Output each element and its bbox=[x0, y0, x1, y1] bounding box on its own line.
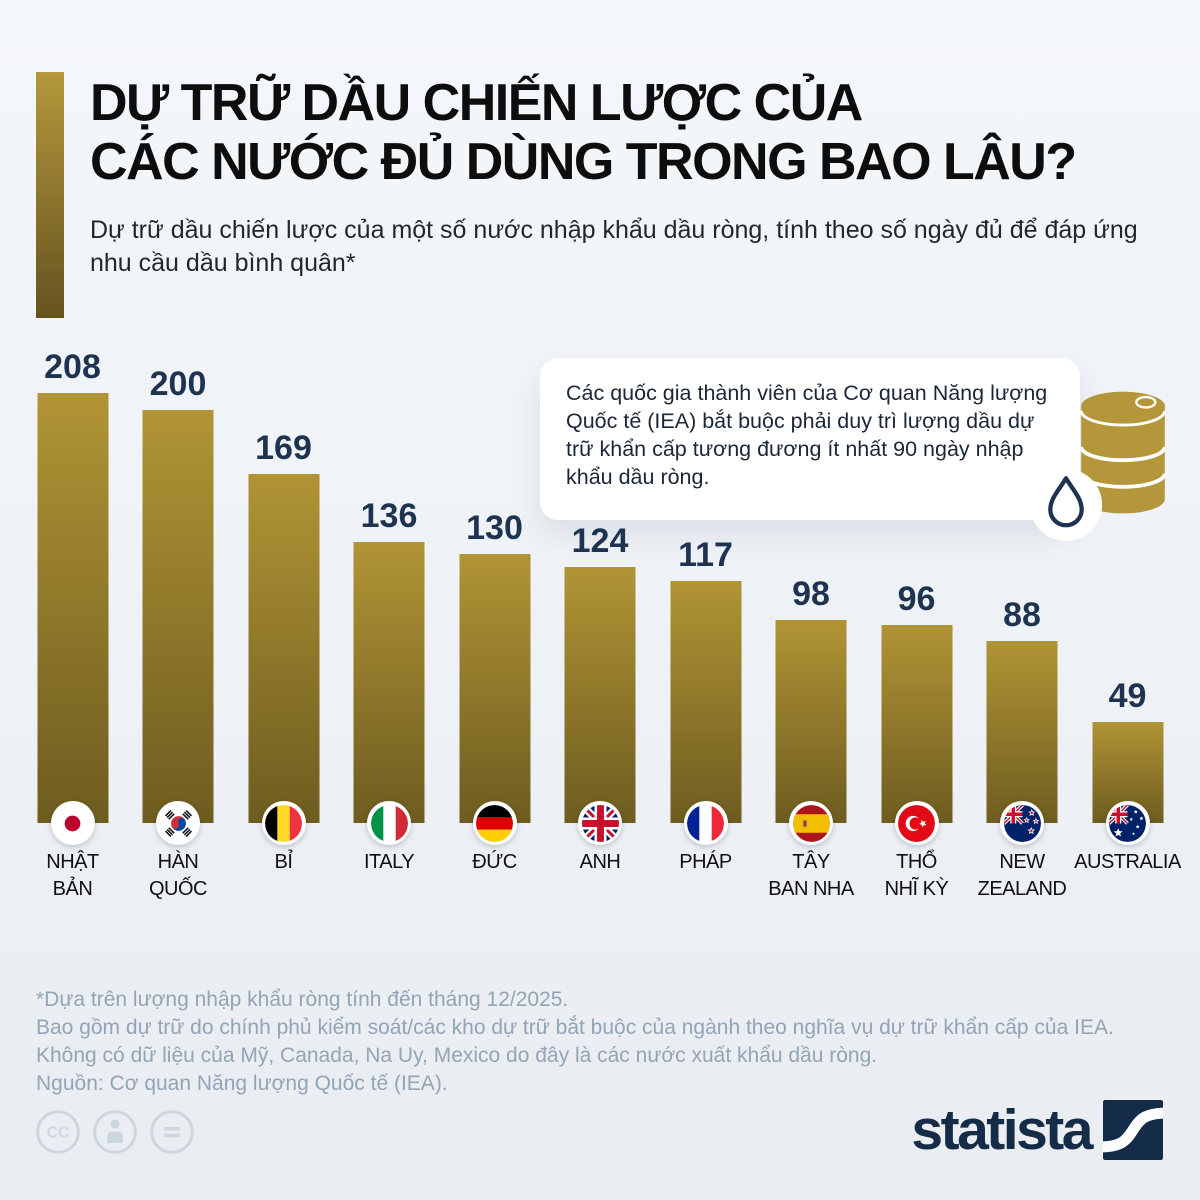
bar-country-label: HÀN QUỐC bbox=[149, 851, 208, 900]
bar-country-label: PHÁP bbox=[679, 851, 732, 873]
japan-flag-icon bbox=[50, 801, 95, 845]
cc-icon[interactable]: CC bbox=[34, 1108, 82, 1156]
title-accent-bar bbox=[36, 72, 64, 318]
bar-south-korea bbox=[142, 410, 214, 823]
bar-country-label: TÂY BAN NHA bbox=[768, 851, 854, 900]
footnote-1: *Dựa trên lượng nhập khẩu ròng tính đến … bbox=[36, 988, 569, 1011]
bar-column-spain: 98 TÂY BAN NHA bbox=[758, 360, 864, 900]
bar-germany bbox=[459, 554, 530, 823]
uk-flag-icon bbox=[578, 801, 622, 845]
svg-text:CC: CC bbox=[47, 1125, 70, 1142]
page-title: DỰ TRỮ DẦU CHIẾN LƯỢC CỦA CÁC NƯỚC ĐỦ DÙ… bbox=[90, 74, 1077, 192]
bar-value-label: 96 bbox=[897, 580, 936, 618]
turkey-flag-icon bbox=[894, 801, 939, 845]
statista-logomark-icon bbox=[1103, 1100, 1163, 1160]
bar-country-label: AUSTRALIA bbox=[1074, 851, 1181, 873]
bar-turkey bbox=[881, 625, 952, 823]
new-zealand-flag-icon bbox=[1000, 801, 1044, 845]
bar-column-south-korea: 200 HÀN QUỐC bbox=[125, 360, 231, 900]
bar-value-label: 124 bbox=[571, 522, 629, 560]
south-korea-flag-icon bbox=[156, 801, 200, 845]
footnote-3: Không có dữ liệu của Mỹ, Canada, Na Uy, … bbox=[36, 1044, 878, 1067]
bar-value-label: 49 bbox=[1108, 677, 1147, 715]
bar-france bbox=[670, 581, 741, 823]
page-title-line2: CÁC NƯỚC ĐỦ DÙNG TRONG BAO LÂU? bbox=[90, 133, 1077, 191]
bar-column-italy: 136 ITALY bbox=[336, 360, 442, 900]
france-flag-icon bbox=[683, 801, 728, 845]
bar-country-label: NEW ZEALAND bbox=[977, 851, 1067, 900]
page-subtitle: Dự trữ dầu chiến lược của một số nước nh… bbox=[90, 216, 1138, 277]
no-derivatives-icon[interactable] bbox=[148, 1108, 196, 1156]
bar-column-japan: 208 NHẬT BẢN bbox=[20, 348, 126, 900]
bar-country-label: ANH bbox=[579, 851, 621, 873]
statista-logo[interactable]: statista bbox=[911, 1100, 1163, 1160]
bar-new-zealand bbox=[986, 641, 1058, 823]
spain-flag-icon bbox=[789, 801, 833, 845]
bar-column-uk: 124 ANH bbox=[547, 360, 653, 900]
bar-uk bbox=[564, 567, 636, 823]
germany-flag-icon bbox=[472, 801, 517, 845]
bar-country-label: THỔ NHĨ KỲ bbox=[884, 851, 949, 900]
bar-value-label: 200 bbox=[149, 365, 207, 403]
bar-column-belgium: 169 BỈ bbox=[231, 360, 337, 900]
bar-value-label: 208 bbox=[44, 348, 101, 386]
bar-japan bbox=[37, 393, 108, 823]
page-title-line1: DỰ TRỮ DẦU CHIẾN LƯỢC CỦA bbox=[90, 74, 863, 132]
bar-value-label: 98 bbox=[792, 575, 830, 613]
bar-value-label: 136 bbox=[360, 497, 418, 535]
oil-barrel-with-drop-icon bbox=[1028, 374, 1180, 559]
bar-country-label: NHẬT BẢN bbox=[46, 851, 99, 900]
bar-column-turkey: 96 THỔ NHĨ KỲ bbox=[864, 360, 970, 900]
bar-belgium bbox=[248, 474, 319, 823]
footnote-2: Bao gồm dự trữ do chính phủ kiểm soát/cá… bbox=[36, 1016, 1114, 1039]
iea-info-text: Các quốc gia thành viên của Cơ quan Năng… bbox=[566, 381, 1048, 489]
australia-flag-icon bbox=[1105, 801, 1150, 845]
attribution-icon[interactable] bbox=[91, 1108, 139, 1156]
bar-spain bbox=[775, 620, 847, 823]
bar-column-australia: 49 AUSTRALIA bbox=[1074, 360, 1181, 900]
statista-wordmark: statista bbox=[911, 1098, 1093, 1162]
bar-value-label: 130 bbox=[466, 509, 523, 547]
bar-chart: 208 NHẬT BẢN 200 HÀN QUỐC 169 BỈ 136 ITALY 130… bbox=[0, 348, 1200, 900]
footer-notes: *Dựa trên lượng nhập khẩu ròng tính đến … bbox=[36, 986, 1114, 1098]
license-icons: CC bbox=[34, 1108, 196, 1156]
bar-column-new-zealand: 88 NEW ZEALAND bbox=[969, 360, 1075, 900]
bar-value-label: 169 bbox=[255, 429, 312, 467]
italy-flag-icon bbox=[367, 801, 411, 845]
bar-column-germany: 130 ĐỨC bbox=[442, 360, 548, 900]
bar-country-label: ĐỨC bbox=[472, 851, 517, 873]
bar-country-label: ITALY bbox=[363, 851, 415, 873]
source-note: Nguồn: Cơ quan Năng lượng Quốc tế (IEA). bbox=[36, 1072, 448, 1095]
belgium-flag-icon bbox=[261, 801, 306, 845]
bar-column-france: 117 PHÁP bbox=[653, 360, 759, 900]
bar-value-label: 88 bbox=[1003, 596, 1041, 634]
bar-country-label: BỈ bbox=[274, 851, 293, 873]
bar-italy bbox=[353, 542, 425, 823]
bar-value-label: 117 bbox=[678, 536, 733, 574]
iea-info-box: Các quốc gia thành viên của Cơ quan Năng… bbox=[540, 358, 1080, 520]
